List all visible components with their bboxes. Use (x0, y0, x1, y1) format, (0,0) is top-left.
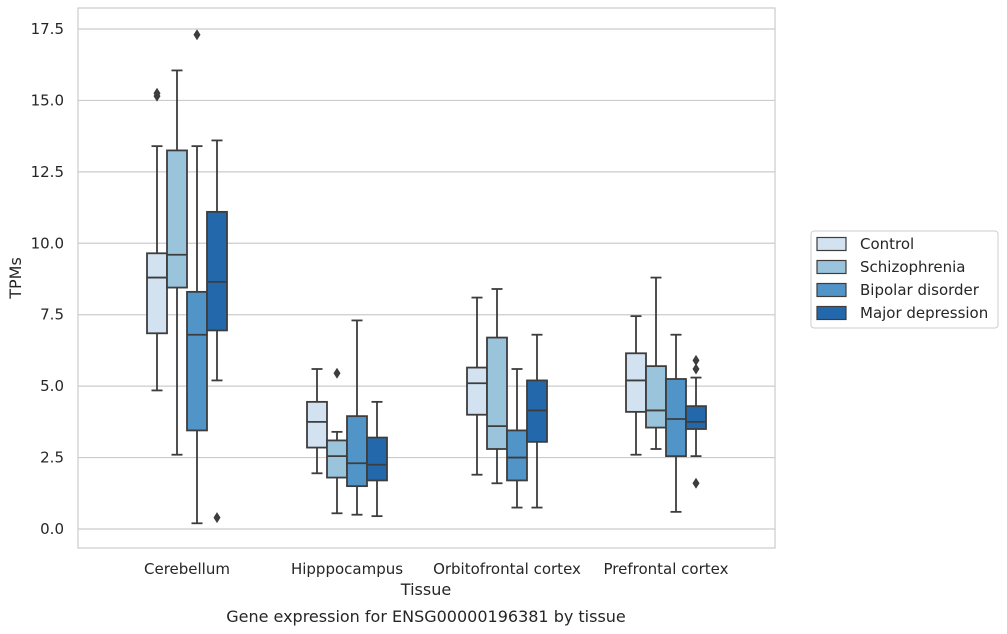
box-major-depression-2 (526, 333, 548, 509)
y-tick-label: 0.0 (40, 520, 64, 538)
y-tick-label: 5.0 (40, 377, 64, 395)
x-tick-label: Orbitofrontal cortex (433, 560, 581, 578)
box-iqr (625, 352, 647, 413)
box-iqr (146, 252, 168, 335)
y-tick-label: 7.5 (40, 306, 64, 324)
legend-swatch (816, 305, 847, 321)
y-tick-label: 10.0 (31, 234, 64, 252)
box-iqr (186, 290, 208, 432)
y-tick-label: 17.5 (31, 20, 64, 38)
box-iqr (665, 378, 687, 458)
legend: Control Schizophrenia Bipolar disorder Majo… (810, 230, 999, 329)
legend-label: Control (860, 235, 914, 253)
outlier-point (213, 512, 221, 524)
outlier-point (193, 29, 201, 41)
legend-swatch (816, 236, 847, 252)
legend-label: Schizophrenia (860, 258, 965, 276)
box-iqr (306, 400, 328, 449)
outlier-point (333, 367, 341, 379)
legend-swatch (816, 259, 847, 275)
box-schizophrenia-2 (486, 288, 508, 485)
x-tick-label: Cerebellum (144, 560, 230, 578)
box-iqr (466, 366, 488, 416)
y-axis-label: TPMs (6, 257, 25, 300)
box-iqr (685, 405, 707, 430)
x-axis-ticks: Cerebellum Hipppocampus Orbitofrontal cort… (144, 560, 729, 578)
box-iqr (206, 210, 228, 332)
box-bipolar-disorder-0 (186, 29, 208, 525)
chart-caption: Gene expression for ENSG00000196381 by t… (226, 607, 626, 626)
box-schizophrenia-0 (166, 69, 188, 456)
outlier-point (692, 363, 700, 375)
box-major-depression-0 (206, 139, 228, 524)
box-iqr (366, 436, 388, 482)
box-bipolar-disorder-2 (506, 368, 528, 509)
box-major-depression-1 (366, 400, 388, 518)
x-axis-label: Tissue (400, 580, 451, 599)
box-iqr (166, 149, 188, 289)
y-axis-ticks: 0.0 2.5 5.0 7.5 10.0 12.5 15.0 17.5 (31, 20, 64, 538)
box-major-depression-3 (685, 354, 707, 489)
box-iqr (645, 365, 667, 429)
box-series (146, 29, 707, 525)
y-tick-label: 15.0 (31, 91, 64, 109)
x-tick-label: Prefrontal cortex (604, 560, 729, 578)
legend-label: Major depression (860, 304, 988, 322)
grid-lines (78, 28, 775, 530)
outlier-point (692, 477, 700, 489)
outlier-point (692, 354, 700, 366)
box-control-1 (306, 368, 328, 475)
box-schizophrenia-3 (645, 276, 667, 450)
x-tick-label: Hipppocampus (291, 560, 403, 578)
legend-frame (810, 230, 999, 329)
legend-label: Bipolar disorder (860, 281, 980, 299)
box-bipolar-disorder-1 (346, 319, 368, 516)
box-iqr (326, 439, 348, 479)
box-iqr (506, 429, 528, 482)
y-tick-label: 2.5 (40, 449, 64, 467)
outlier-point (153, 87, 161, 99)
box-control-0 (146, 87, 168, 392)
legend-swatch (816, 282, 847, 298)
box-iqr (346, 415, 368, 488)
box-iqr (486, 336, 508, 450)
y-tick-label: 12.5 (31, 163, 64, 181)
